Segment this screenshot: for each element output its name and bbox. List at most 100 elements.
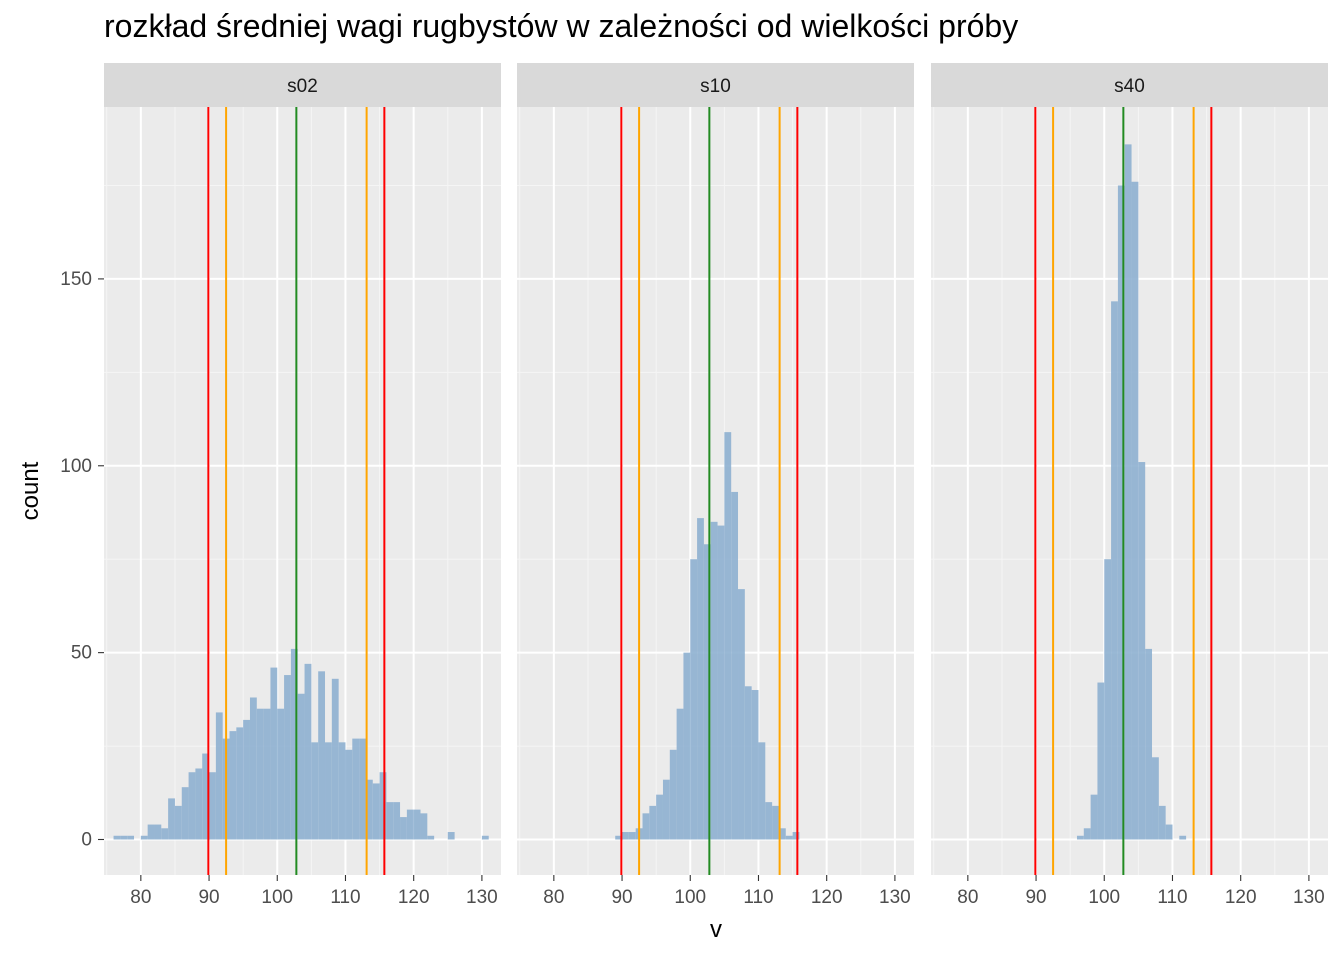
histogram-bar bbox=[1124, 144, 1132, 840]
histogram-bar bbox=[703, 544, 711, 840]
histogram-bar bbox=[338, 742, 346, 840]
facet-strip bbox=[517, 63, 914, 107]
histogram-bar bbox=[386, 802, 394, 840]
histogram-bar bbox=[751, 690, 759, 840]
histogram-bar bbox=[161, 828, 169, 840]
histogram-bar bbox=[481, 835, 489, 840]
x-tick-label: 110 bbox=[743, 887, 773, 908]
histogram-bar bbox=[676, 708, 684, 840]
x-tick-label: 120 bbox=[398, 887, 430, 908]
histogram-bar bbox=[195, 768, 203, 840]
histogram-bar bbox=[174, 805, 182, 840]
histogram-bar bbox=[270, 667, 278, 840]
histogram-bar bbox=[1083, 828, 1091, 840]
histogram-bar bbox=[140, 835, 148, 840]
histogram-bar bbox=[168, 798, 175, 840]
histogram-bar bbox=[690, 559, 698, 840]
histogram-bar bbox=[215, 712, 223, 840]
histogram-bar bbox=[628, 832, 636, 840]
facet-strip-label: s02 bbox=[287, 76, 318, 97]
histogram-bar bbox=[778, 828, 786, 840]
x-tick-label: 130 bbox=[1293, 887, 1325, 908]
y-tick-label: 100 bbox=[60, 456, 92, 477]
x-tick-label: 100 bbox=[1088, 887, 1120, 908]
histogram-bar bbox=[352, 738, 360, 840]
histogram-bar bbox=[1104, 559, 1112, 840]
histogram-bar bbox=[311, 742, 319, 840]
histogram-bar bbox=[181, 787, 189, 840]
y-tick-label: 150 bbox=[60, 269, 92, 290]
facet-strip bbox=[104, 63, 501, 107]
histogram-bar bbox=[744, 686, 752, 840]
histogram-bar bbox=[284, 675, 291, 840]
histogram-bar bbox=[331, 678, 339, 840]
x-tick-label: 90 bbox=[611, 887, 632, 908]
histogram-bar bbox=[642, 813, 650, 840]
histogram-bar bbox=[249, 697, 257, 840]
histogram-bar bbox=[400, 817, 407, 840]
histogram-bar bbox=[447, 832, 455, 840]
histogram-bar bbox=[1145, 648, 1153, 840]
histogram-bar bbox=[290, 648, 298, 840]
histogram-bar bbox=[413, 809, 421, 840]
y-tick-label: 0 bbox=[81, 829, 92, 850]
facet-strip bbox=[931, 63, 1328, 107]
histogram-bar bbox=[1152, 757, 1159, 840]
x-tick-label: 90 bbox=[1025, 887, 1046, 908]
histogram-bar bbox=[365, 779, 373, 840]
histogram-bar bbox=[697, 518, 704, 840]
histogram-bar bbox=[147, 824, 155, 840]
y-axis-title: count bbox=[17, 461, 44, 520]
chart-title: rozkład średniej wagi rugbystów w zależn… bbox=[104, 8, 1019, 44]
histogram-bar bbox=[202, 753, 210, 840]
histogram-bar bbox=[1165, 824, 1173, 840]
histogram-bar bbox=[154, 824, 162, 840]
histogram-bar bbox=[263, 708, 271, 840]
histogram-bar bbox=[738, 589, 745, 840]
histogram-bar bbox=[731, 491, 739, 840]
x-tick-label: 130 bbox=[879, 887, 911, 908]
x-tick-label: 100 bbox=[674, 887, 706, 908]
histogram-bar bbox=[127, 835, 135, 840]
x-tick-label: 110 bbox=[1157, 887, 1187, 908]
x-tick-label: 100 bbox=[261, 887, 293, 908]
facet-strip-label: s40 bbox=[1114, 76, 1145, 97]
histogram-bar bbox=[765, 802, 773, 840]
y-tick-label: 50 bbox=[71, 643, 92, 664]
histogram-bar bbox=[236, 727, 244, 840]
x-tick-label: 90 bbox=[198, 887, 219, 908]
histogram-bar bbox=[1076, 835, 1084, 840]
x-tick-label: 120 bbox=[1225, 887, 1257, 908]
histogram-bar bbox=[256, 708, 264, 840]
histogram-bar bbox=[785, 835, 793, 840]
histogram-bar bbox=[1090, 794, 1098, 840]
histogram-bar bbox=[277, 708, 285, 840]
histogram-bar bbox=[649, 805, 657, 840]
histogram-bar bbox=[113, 835, 121, 840]
histogram-bar bbox=[724, 432, 732, 840]
histogram-bar bbox=[1158, 805, 1166, 840]
histogram-bar bbox=[622, 832, 629, 840]
histogram-bar bbox=[1117, 185, 1125, 840]
x-tick-label: 80 bbox=[543, 887, 564, 908]
x-tick-label: 80 bbox=[957, 887, 978, 908]
histogram-bar bbox=[792, 832, 800, 840]
histogram-bar bbox=[318, 671, 326, 840]
x-tick-label: 130 bbox=[466, 887, 498, 908]
histogram-bar bbox=[615, 835, 623, 840]
x-tick-label: 120 bbox=[811, 887, 843, 908]
histogram-bar bbox=[209, 772, 216, 840]
x-axis-title: v bbox=[710, 916, 722, 943]
histogram-bar bbox=[1111, 301, 1118, 840]
histogram-bar bbox=[359, 738, 366, 840]
histogram-bar bbox=[1138, 462, 1146, 840]
x-tick-label: 110 bbox=[330, 887, 360, 908]
histogram-bar bbox=[243, 719, 250, 840]
histogram-bar bbox=[758, 742, 766, 840]
histogram-bar bbox=[420, 813, 428, 840]
histogram-bar bbox=[229, 731, 237, 840]
histogram-bar bbox=[1097, 682, 1105, 840]
histogram-bar bbox=[683, 652, 691, 840]
histogram-bar bbox=[345, 749, 353, 840]
histogram-bar bbox=[662, 779, 670, 840]
